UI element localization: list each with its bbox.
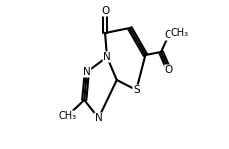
Text: CH₃: CH₃ <box>58 111 76 121</box>
Text: CH₃: CH₃ <box>171 28 189 38</box>
Text: N: N <box>83 67 91 77</box>
Text: O: O <box>165 30 173 40</box>
Text: O: O <box>101 6 109 16</box>
Text: N: N <box>95 113 102 123</box>
Text: S: S <box>133 85 140 95</box>
Text: O: O <box>165 65 173 75</box>
Text: N: N <box>103 52 111 62</box>
